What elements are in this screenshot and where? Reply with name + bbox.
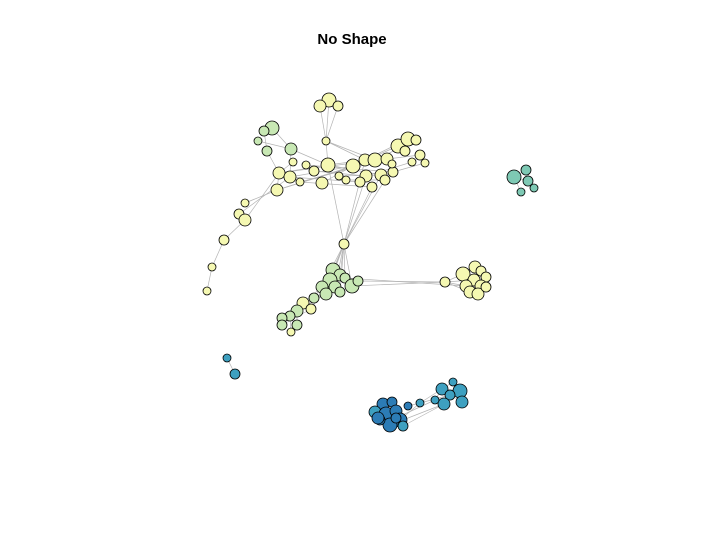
graph-edge [343,186,373,245]
graph-node [283,170,297,184]
graph-edge [244,172,280,221]
graph-node [387,159,397,169]
graph-node [253,136,263,146]
graph-node [352,275,364,287]
graph-node [288,157,298,167]
graph-node [522,175,534,187]
graph-node [334,171,344,181]
graph-node [284,142,298,156]
graph-node [222,353,232,363]
graph-node [258,125,270,137]
graph-node [371,411,385,425]
graph-node [390,412,402,424]
graph-node [435,382,449,396]
graph-edge [325,140,366,161]
graph-node [506,169,522,185]
graph-node [529,183,539,193]
graph-edge [339,243,345,293]
graph-node [439,276,451,288]
graph-edge [392,162,426,173]
graph-node [367,152,383,168]
edges-layer [206,99,535,427]
graph-node [410,134,422,146]
graph-node [516,187,526,197]
graph-node [305,303,317,315]
graph-node [240,198,250,208]
graph-node [295,177,305,187]
graph-node [308,165,320,177]
graph-node [420,158,430,168]
graph-node [334,286,346,298]
graph-node [320,157,336,173]
graph-node [354,176,366,188]
graph-node [238,213,252,227]
graph-node [437,397,451,411]
nodes-layer [202,92,539,433]
graph-node [276,319,288,331]
graph-node [366,181,378,193]
graph-node [345,158,361,174]
graph-edge [402,403,445,427]
graph-node [315,176,329,190]
graph-edge [238,176,291,215]
graph-node [313,99,327,113]
graph-node [270,183,284,197]
graph-node [415,398,425,408]
graph-node [403,401,413,411]
graph-node [229,368,241,380]
plot-title: No Shape [317,31,387,48]
graph-node [379,174,391,186]
graph-node [308,292,320,304]
graph-node [471,287,485,301]
graph-node [338,238,350,250]
graph-node [520,164,532,176]
graph-node [387,166,399,178]
graph-edge [325,105,339,142]
graph-edge [343,175,367,245]
graph-node [319,287,333,301]
graph-edge [351,281,446,287]
graph-node [430,395,440,405]
graph-node [444,389,456,401]
graph-node [272,166,286,180]
graph-node [202,286,212,296]
graph-node [301,160,311,170]
graph-node [321,136,331,146]
graph-node [332,100,344,112]
graph-node [207,262,217,272]
graph-node [448,377,458,387]
graph-node [397,420,409,432]
graph-node [414,149,426,161]
graph-node [455,395,469,409]
graph-node [399,145,411,157]
graph-node [291,319,303,331]
graph-node [218,234,230,246]
graph-node [480,281,492,293]
graph-edge [343,179,386,245]
graph-node [286,327,296,337]
graph-node [261,145,273,157]
graph-node [341,175,351,185]
graph-node [407,157,417,167]
graph-edge [327,164,345,245]
